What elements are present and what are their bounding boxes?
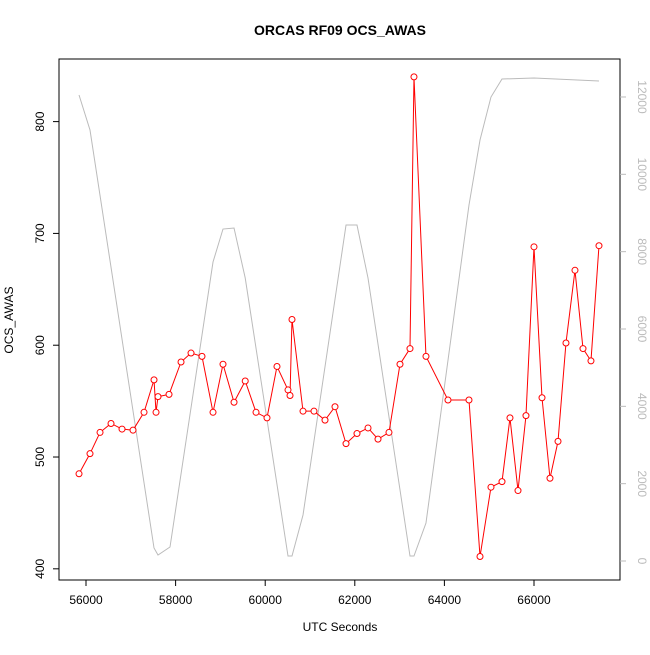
series-line	[78, 77, 600, 557]
x-tick-label: 62000	[338, 593, 372, 607]
data-point	[230, 398, 238, 406]
y-tick-label: 400	[33, 558, 47, 578]
data-point	[498, 478, 506, 486]
x-tick-label: 58000	[159, 593, 193, 607]
data-point	[487, 483, 495, 491]
data-point	[546, 474, 554, 482]
y2-tick-label: 6000	[635, 316, 649, 343]
data-point	[96, 428, 104, 436]
y2-tick-label: 0	[635, 558, 649, 565]
y2-tick-label: 10000	[635, 158, 649, 192]
data-point	[154, 393, 162, 401]
y2-tick-label: 12000	[635, 80, 649, 114]
data-point	[187, 349, 195, 357]
data-point	[522, 412, 530, 420]
data-point	[538, 394, 546, 402]
data-point	[514, 487, 522, 495]
data-point	[150, 376, 158, 384]
data-point	[263, 414, 271, 422]
x-tick-label: 64000	[428, 593, 462, 607]
y-tick-label: 700	[33, 223, 47, 243]
data-point	[530, 243, 538, 251]
data-point	[406, 345, 414, 353]
data-point	[476, 553, 484, 561]
data-point	[273, 362, 281, 370]
data-point	[385, 428, 393, 436]
data-point	[75, 470, 83, 478]
data-point	[444, 396, 452, 404]
data-point	[396, 360, 404, 368]
data-point	[209, 408, 217, 416]
data-point	[129, 426, 137, 434]
data-point	[465, 396, 473, 404]
plot-frame	[58, 58, 621, 581]
data-point	[321, 416, 329, 424]
data-point	[331, 403, 339, 411]
data-point	[410, 73, 418, 81]
data-point	[165, 390, 173, 398]
data-point	[310, 407, 318, 415]
data-point	[374, 435, 382, 443]
data-point	[342, 440, 350, 448]
data-point	[579, 345, 587, 353]
chart-title: ORCAS RF09 OCS_AWAS	[254, 22, 426, 38]
data-point	[554, 437, 562, 445]
y2-tick-label: 8000	[635, 238, 649, 265]
y2-tick-label: 4000	[635, 393, 649, 420]
data-point	[587, 357, 595, 365]
data-point	[571, 266, 579, 274]
data-point	[140, 408, 148, 416]
data-point	[506, 414, 514, 422]
data-point	[86, 450, 94, 458]
data-point	[107, 419, 115, 427]
x-axis-label: UTC Seconds	[303, 620, 378, 634]
data-point	[241, 377, 249, 385]
y2-tick-label: 2000	[635, 470, 649, 497]
x-tick-label: 60000	[249, 593, 283, 607]
data-point	[118, 425, 126, 433]
y-tick-label: 500	[33, 447, 47, 467]
x-tick-label: 66000	[517, 593, 551, 607]
data-point	[353, 430, 361, 438]
y-tick-label: 600	[33, 335, 47, 355]
data-point	[177, 358, 185, 366]
data-point	[595, 242, 603, 250]
data-point	[288, 316, 296, 323]
data-point	[252, 408, 260, 416]
data-point	[422, 352, 430, 360]
data-point	[219, 360, 227, 368]
data-point	[562, 339, 570, 347]
data-point	[198, 352, 206, 360]
data-point	[299, 407, 307, 415]
x-tick-label: 56000	[69, 593, 103, 607]
data-point	[152, 408, 160, 416]
y-tick-label: 800	[33, 111, 47, 131]
y-axis-label: OCS_AWAS	[2, 286, 16, 353]
data-point	[364, 424, 372, 432]
data-point	[286, 392, 294, 400]
